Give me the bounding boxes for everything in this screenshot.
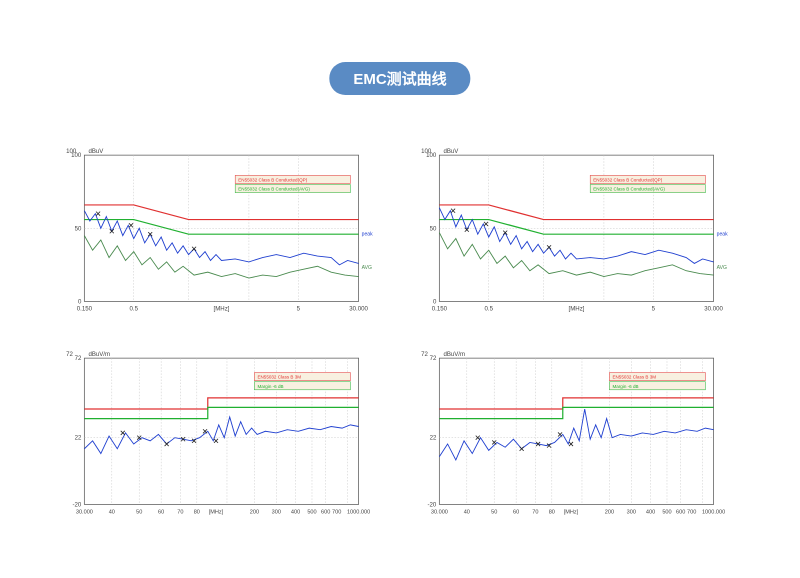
- svg-text:dBuV: dBuV: [443, 148, 459, 155]
- svg-text:0.5: 0.5: [485, 306, 494, 313]
- svg-text:72: 72: [430, 355, 437, 362]
- page-title: EMC测试曲线: [329, 62, 470, 95]
- svg-text:Margin -6 dB: Margin -6 dB: [257, 383, 283, 388]
- svg-text:60: 60: [513, 509, 519, 515]
- svg-text:600: 600: [676, 509, 685, 515]
- svg-text:dBuV/m: dBuV/m: [443, 351, 465, 358]
- svg-text:EN55032 Class B Conducted(AVG): EN55032 Class B Conducted(AVG): [238, 187, 310, 192]
- svg-text:dBuV: dBuV: [88, 148, 104, 155]
- svg-text:80: 80: [194, 509, 200, 515]
- svg-text:22: 22: [430, 434, 437, 441]
- svg-text:600: 600: [321, 509, 330, 515]
- svg-text:0.150: 0.150: [77, 306, 93, 313]
- svg-text:AVG: AVG: [362, 265, 372, 271]
- svg-text:peak: peak: [717, 232, 728, 238]
- svg-text:peak: peak: [362, 232, 373, 238]
- svg-text:200: 200: [605, 509, 614, 515]
- svg-text:40: 40: [109, 509, 115, 515]
- svg-text:500: 500: [662, 509, 671, 515]
- svg-text:0: 0: [78, 298, 82, 305]
- svg-text:EN55032 Class B 3M: EN55032 Class B 3M: [612, 374, 656, 379]
- svg-text:EN55032 Class B Conducted(QP): EN55032 Class B Conducted(QP): [238, 177, 307, 182]
- svg-text:30.000: 30.000: [431, 509, 448, 515]
- svg-text:30.000: 30.000: [349, 306, 368, 313]
- svg-text:30.000: 30.000: [704, 306, 723, 313]
- svg-text:500: 500: [307, 509, 316, 515]
- svg-text:400: 400: [291, 509, 300, 515]
- svg-text:-20: -20: [73, 501, 82, 508]
- chart-bottom-left: -20 22 72 30.000 40 50 60 70 80 [MHz] 200 300 400 500…: [60, 348, 385, 521]
- svg-text:50: 50: [430, 225, 437, 232]
- svg-text:300: 300: [627, 509, 636, 515]
- svg-text:70: 70: [532, 509, 538, 515]
- svg-text:72: 72: [421, 351, 428, 358]
- svg-text:700: 700: [332, 509, 341, 515]
- svg-text:[MHz]: [MHz]: [209, 509, 224, 515]
- svg-text:300: 300: [272, 509, 281, 515]
- svg-text:30.000: 30.000: [76, 509, 93, 515]
- svg-text:40: 40: [464, 509, 470, 515]
- svg-text:70: 70: [177, 509, 183, 515]
- svg-text:EN55032 Class B 3M: EN55032 Class B 3M: [257, 374, 301, 379]
- svg-text:200: 200: [250, 509, 259, 515]
- svg-text:[MHz]: [MHz]: [569, 306, 585, 313]
- svg-text:dBuV/m: dBuV/m: [88, 351, 110, 358]
- svg-text:72: 72: [75, 355, 82, 362]
- svg-text:EN55032 Class B Conducted(QP): EN55032 Class B Conducted(QP): [593, 177, 662, 182]
- svg-text:400: 400: [646, 509, 655, 515]
- svg-text:AVG: AVG: [717, 265, 727, 271]
- svg-text:0: 0: [433, 298, 437, 305]
- svg-text:700: 700: [687, 509, 696, 515]
- svg-text:[MHz]: [MHz]: [564, 509, 579, 515]
- svg-text:50: 50: [136, 509, 142, 515]
- svg-text:1000.000: 1000.000: [702, 509, 725, 515]
- svg-text:1000.000: 1000.000: [347, 509, 370, 515]
- svg-text:60: 60: [158, 509, 164, 515]
- svg-text:0.150: 0.150: [432, 306, 448, 313]
- svg-text:Margin -6 dB: Margin -6 dB: [612, 383, 638, 388]
- svg-text:72: 72: [66, 351, 73, 358]
- svg-text:EN55032 Class B Conducted(AVG): EN55032 Class B Conducted(AVG): [593, 187, 665, 192]
- svg-text:100: 100: [421, 148, 432, 155]
- svg-text:[MHz]: [MHz]: [214, 306, 230, 313]
- svg-text:100: 100: [66, 148, 77, 155]
- svg-text:5: 5: [652, 306, 656, 313]
- svg-text:50: 50: [75, 225, 82, 232]
- charts-grid: 0501000.1500.5[MHz]530.000dBuV100EN55032…: [60, 145, 740, 518]
- svg-text:50: 50: [491, 509, 497, 515]
- svg-text:-20: -20: [428, 501, 437, 508]
- svg-text:5: 5: [297, 306, 301, 313]
- chart-top-right: 0501000.1500.5[MHz]530.000dBuV100EN55032…: [415, 145, 740, 318]
- svg-text:0.5: 0.5: [130, 306, 139, 313]
- chart-top-left: 0501000.1500.5[MHz]530.000dBuV100EN55032…: [60, 145, 385, 318]
- chart-bottom-right: -20 22 72 30.000 40 50 60 70 80 [MHz] 200 300 400 500…: [415, 348, 740, 521]
- svg-text:22: 22: [75, 434, 82, 441]
- svg-text:80: 80: [549, 509, 555, 515]
